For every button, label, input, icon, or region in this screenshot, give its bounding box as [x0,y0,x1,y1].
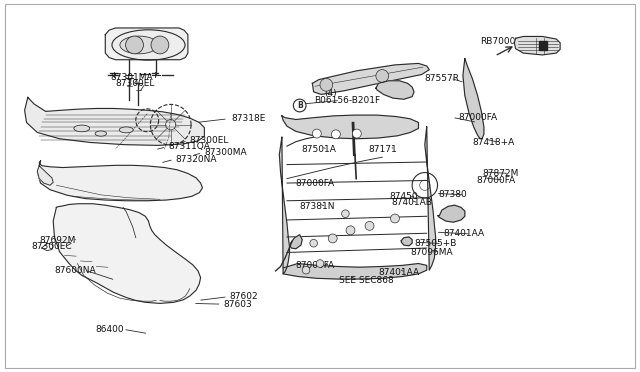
Polygon shape [282,115,419,139]
Text: 87000FA: 87000FA [458,113,498,122]
Text: 87401AA: 87401AA [444,230,484,238]
Text: 87381N: 87381N [300,202,335,211]
Circle shape [151,36,169,54]
Ellipse shape [95,131,107,136]
Text: 87505+B: 87505+B [414,239,456,248]
Text: 87311QA: 87311QA [169,142,211,151]
Polygon shape [53,204,200,304]
Circle shape [328,234,337,243]
Circle shape [376,70,388,82]
Polygon shape [463,59,484,139]
Polygon shape [37,166,53,185]
Text: RB700066: RB700066 [480,37,527,46]
Text: 87000FA: 87000FA [296,261,335,270]
Bar [538,41,547,50]
Text: 87300EL: 87300EL [190,137,229,145]
Text: 87450: 87450 [390,192,419,201]
Polygon shape [24,97,204,145]
Polygon shape [289,235,302,249]
Circle shape [332,130,340,139]
Ellipse shape [74,125,90,132]
Text: 87401AB: 87401AB [391,199,432,208]
Circle shape [312,129,321,138]
Text: 87300EL: 87300EL [115,79,155,88]
Text: 87300EC: 87300EC [31,243,72,251]
Polygon shape [283,263,427,279]
Polygon shape [515,36,560,55]
Polygon shape [312,63,429,94]
Text: 87872M: 87872M [483,169,519,178]
Text: 87602: 87602 [230,292,259,301]
Polygon shape [438,205,465,222]
Text: 87603: 87603 [223,300,252,309]
Polygon shape [401,237,412,246]
Text: 87600NA: 87600NA [54,266,96,275]
Text: 87000FA: 87000FA [476,176,515,185]
Text: 87300MA: 87300MA [204,148,247,157]
Circle shape [293,99,306,112]
Ellipse shape [112,30,185,60]
Text: 87000FA: 87000FA [296,179,335,188]
Text: 87418+A: 87418+A [472,138,515,147]
Polygon shape [106,28,188,60]
Circle shape [390,214,399,223]
Text: 87301MA: 87301MA [110,73,153,81]
Circle shape [310,240,317,247]
Circle shape [365,221,374,230]
Ellipse shape [119,127,133,133]
Text: 87320NA: 87320NA [175,155,217,164]
Text: (4): (4) [324,89,337,98]
Polygon shape [279,137,289,274]
Text: B: B [297,101,303,110]
Polygon shape [37,161,202,201]
Text: 87096MA: 87096MA [410,248,453,257]
Circle shape [346,226,355,235]
Text: B06156-B201F: B06156-B201F [314,96,380,105]
Text: 87557R: 87557R [424,74,459,83]
Ellipse shape [120,36,158,54]
Text: 87501A: 87501A [301,145,336,154]
Text: 87380: 87380 [438,190,467,199]
Text: 87171: 87171 [368,145,397,154]
Circle shape [316,260,324,267]
Polygon shape [425,127,436,270]
Circle shape [320,78,333,91]
Circle shape [125,36,143,54]
Polygon shape [376,81,414,99]
Circle shape [302,266,310,274]
Text: 87692M: 87692M [39,236,76,245]
Text: 87401AA: 87401AA [378,268,420,277]
Circle shape [342,210,349,218]
Text: 86400: 86400 [96,325,124,334]
Text: 87318E: 87318E [231,114,266,123]
Circle shape [353,129,362,138]
Text: SEE SEC868: SEE SEC868 [339,276,394,285]
